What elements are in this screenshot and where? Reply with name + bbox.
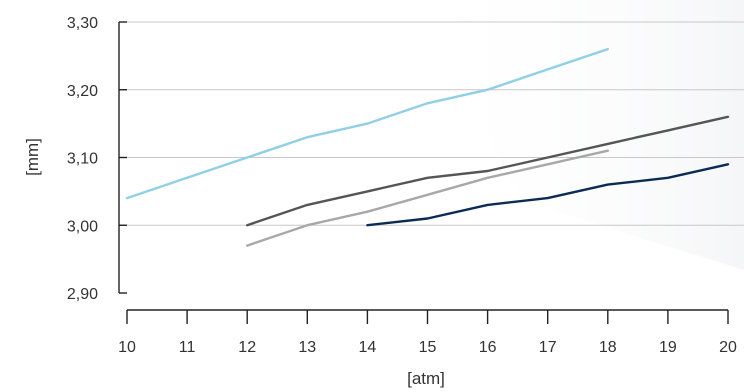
- gridlines: [119, 21, 744, 226]
- y-tick-label: 3,00: [67, 218, 98, 235]
- x-tick-label: 10: [118, 339, 136, 356]
- series-line-3: [245, 149, 609, 247]
- y-axis-title: [mm]: [23, 138, 42, 176]
- background-shade: [420, 0, 744, 270]
- y-tick-label: 3,10: [67, 151, 98, 168]
- y-tick-label: 3,20: [67, 83, 98, 100]
- x-tick-label: 12: [238, 339, 256, 356]
- x-tick-label: 11: [179, 339, 196, 356]
- x-tick-label: 18: [599, 339, 617, 356]
- y-tick-label: 3,30: [67, 15, 98, 32]
- x-tick-label: 19: [659, 339, 677, 356]
- x-tick-label: 14: [359, 339, 377, 356]
- x-tick-label: 15: [419, 339, 437, 356]
- x-axis-title: [atm]: [407, 369, 445, 388]
- x-tick-label: 20: [719, 339, 737, 356]
- series-line-1: [125, 47, 609, 200]
- series-line-4: [366, 163, 730, 227]
- x-axis-ticks: 10 11 12 13 14 15 16 17 18 19 20: [118, 310, 737, 356]
- x-tick-label: 17: [539, 339, 557, 356]
- y-tick-label: 2,90: [67, 286, 98, 303]
- series-line-2: [245, 115, 730, 227]
- x-tick-label: 16: [479, 339, 497, 356]
- series-group: [125, 47, 730, 247]
- x-tick-label: 13: [298, 339, 316, 356]
- y-axis-ticks: 3,30 3,20 3,10 3,00 2,90: [67, 15, 127, 303]
